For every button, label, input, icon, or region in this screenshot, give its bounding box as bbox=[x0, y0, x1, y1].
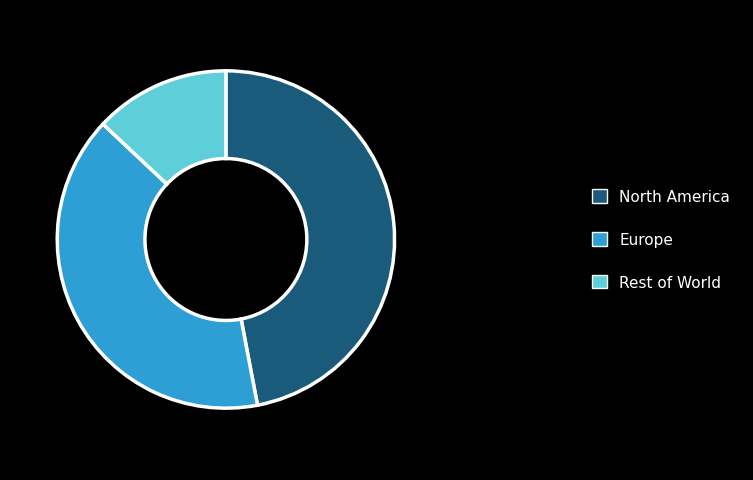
Wedge shape bbox=[226, 72, 395, 405]
Legend: North America, Europe, Rest of World: North America, Europe, Rest of World bbox=[592, 190, 730, 290]
Wedge shape bbox=[103, 72, 226, 185]
Wedge shape bbox=[57, 125, 258, 408]
